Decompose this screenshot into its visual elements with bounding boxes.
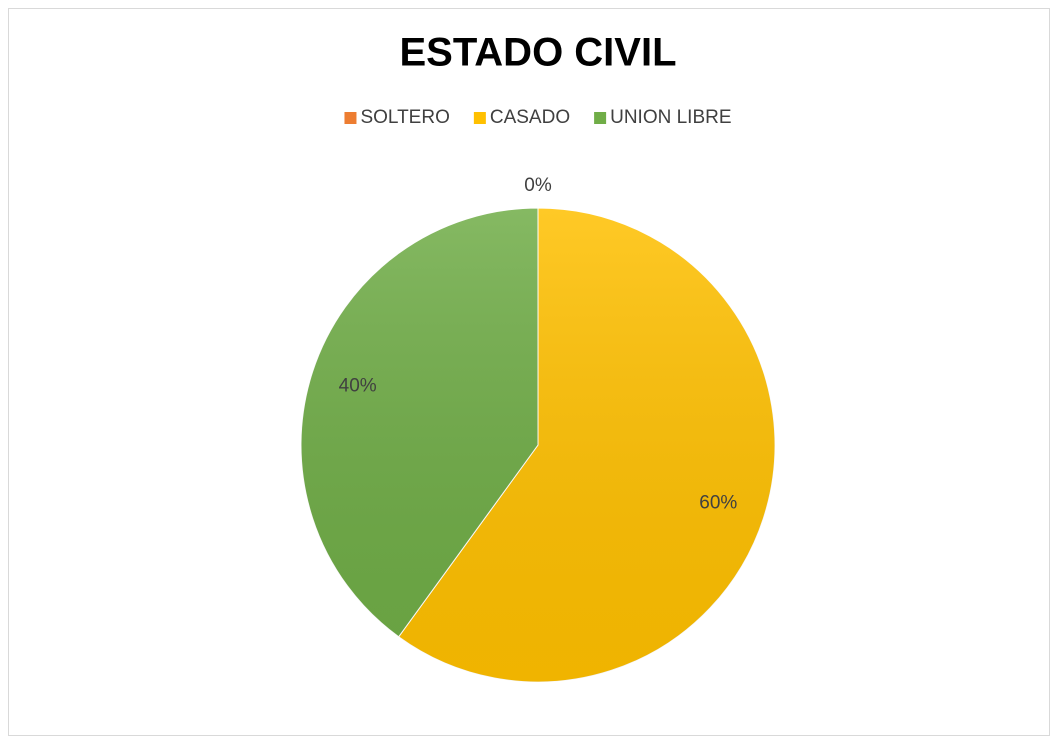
legend-label: UNION LIBRE: [610, 107, 731, 128]
chart-title: ESTADO CIVIL: [399, 31, 676, 75]
data-labels: 0% 60% 40%: [339, 175, 738, 514]
legend: SOLTERO CASADO UNION LIBRE: [344, 107, 732, 128]
legend-swatch: [473, 112, 486, 124]
data-label: 60%: [699, 493, 737, 514]
slice-shade: [398, 208, 776, 682]
pie: [300, 207, 776, 683]
legend-label: SOLTERO: [360, 107, 449, 128]
data-label: 0%: [524, 175, 552, 196]
legend-swatch: [594, 112, 607, 124]
legend-label: CASADO: [490, 107, 570, 128]
slice-shade: [301, 208, 538, 637]
data-label: 40%: [339, 375, 377, 396]
legend-swatch: [344, 112, 357, 124]
